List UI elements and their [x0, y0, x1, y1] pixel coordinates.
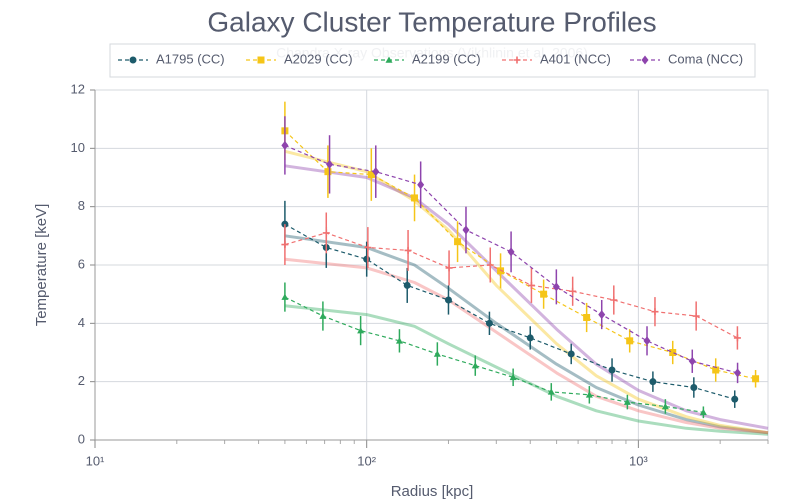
y-axis-label: Temperature [keV]: [33, 204, 50, 327]
data-point: [281, 140, 289, 150]
chart-title: Galaxy Cluster Temperature Profiles: [207, 6, 656, 37]
data-point: [547, 388, 555, 395]
data-point: [567, 350, 575, 358]
y-tick-label: 4: [78, 315, 85, 330]
legend-label: Coma (NCC): [668, 51, 743, 66]
data-point: [608, 366, 616, 374]
data-point: [485, 319, 493, 327]
data-point: [486, 261, 494, 269]
data-point: [699, 408, 707, 416]
data-point: [324, 168, 332, 176]
data-point: [712, 366, 720, 374]
data-point: [690, 384, 698, 391]
series-line: [284, 223, 735, 400]
y-tick-label: 12: [71, 81, 85, 96]
data-point: [623, 398, 631, 405]
data-point: [462, 225, 470, 235]
data-point: [319, 312, 327, 319]
data-point: [585, 391, 593, 398]
x-tick-label: 10³: [629, 453, 648, 468]
data-point: [444, 296, 452, 304]
data-point: [507, 247, 515, 257]
data-point: [731, 395, 739, 403]
y-tick-label: 0: [78, 431, 85, 446]
legend-item[interactable]: A2199 (CC): [374, 51, 481, 66]
legend-label: A2029 (CC): [284, 51, 353, 66]
data-point: [598, 310, 606, 320]
data-point: [281, 293, 289, 300]
data-point: [433, 350, 441, 357]
series-line: [284, 296, 704, 413]
legend-marker: [385, 56, 393, 63]
data-point: [688, 356, 696, 366]
data-point: [363, 255, 371, 263]
data-point: [734, 368, 742, 378]
data-point: [403, 281, 411, 289]
legend-marker: [641, 55, 649, 65]
data-point: [626, 337, 634, 345]
data-point: [326, 159, 334, 169]
data-point: [404, 246, 412, 254]
y-tick-label: 10: [71, 140, 85, 155]
data-point: [454, 238, 462, 246]
legend-item[interactable]: A1795 (CC): [118, 51, 225, 66]
legend-marker: [257, 56, 265, 64]
legend-label: A1795 (CC): [156, 51, 225, 66]
series-line: [284, 130, 756, 380]
y-tick-label: 2: [78, 373, 85, 388]
data-point: [692, 312, 700, 320]
data-point: [322, 229, 330, 237]
x-axis-label: Radius [kpc]: [391, 483, 474, 500]
data-point: [733, 334, 741, 342]
model-curve: [284, 234, 769, 435]
data-point: [281, 241, 289, 249]
data-point: [395, 337, 403, 344]
data-point: [540, 290, 548, 298]
data-point: [509, 373, 517, 381]
data-point: [610, 296, 618, 304]
data-point: [651, 308, 659, 316]
legend-item[interactable]: A2029 (CC): [246, 51, 353, 66]
legend-item[interactable]: A401 (NCC): [502, 51, 611, 66]
data-point: [497, 267, 505, 275]
data-point: [649, 378, 657, 386]
data-point: [411, 194, 419, 202]
legend-marker: [129, 56, 137, 64]
legend-label: A401 (NCC): [540, 51, 611, 66]
x-tick-label: 10²: [357, 453, 376, 468]
y-tick-label: 6: [78, 256, 85, 271]
data-point: [583, 314, 591, 321]
data-point: [669, 349, 677, 356]
legend-label: A2199 (CC): [412, 51, 481, 66]
data-point: [526, 334, 534, 342]
data-point: [417, 180, 425, 190]
model-curve: [284, 164, 769, 430]
y-tick-label: 8: [78, 198, 85, 213]
model-curve: [284, 257, 769, 435]
data-point: [643, 336, 651, 346]
legend-item[interactable]: Coma (NCC): [630, 51, 743, 66]
data-point: [752, 375, 760, 383]
series-line: [284, 144, 738, 374]
legend-marker: [513, 56, 521, 64]
data-point: [367, 171, 375, 179]
model-curve: [284, 149, 769, 435]
data-point: [372, 167, 380, 177]
model-curve: [284, 304, 769, 436]
data-point: [445, 264, 453, 272]
data-point: [569, 287, 577, 295]
data-point: [357, 327, 365, 334]
series-line: [284, 232, 738, 339]
x-tick-label: 10¹: [86, 453, 105, 468]
data-point: [471, 362, 479, 369]
data-point: [364, 244, 372, 251]
data-point: [552, 282, 560, 292]
data-point: [527, 281, 535, 289]
data-point: [661, 402, 669, 410]
